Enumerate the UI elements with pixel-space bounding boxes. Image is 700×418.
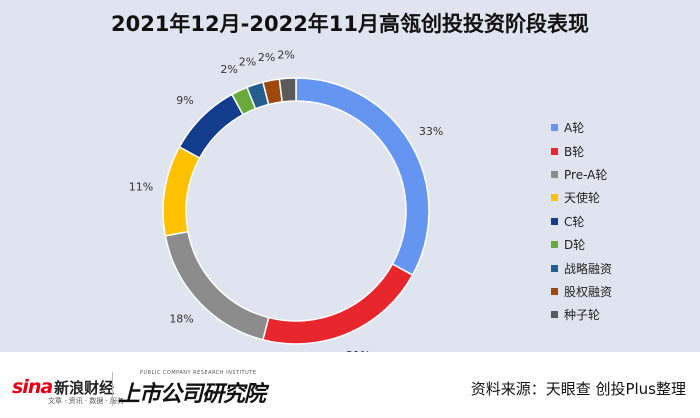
sina-name: 新浪财经	[54, 379, 115, 397]
legend-item-3: 天使轮	[551, 186, 612, 209]
legend-label: A轮	[564, 121, 585, 136]
institute-logo: PUBLIC COMPANY RESEARCH INSTITUTE 上市公司研究…	[118, 370, 266, 408]
legend-item-7: 股权融资	[551, 280, 612, 303]
legend-item-8: 种子轮	[551, 303, 612, 326]
slice-label-0: 33%	[419, 125, 443, 138]
legend-label: D轮	[564, 238, 586, 253]
legend-label: Pre-A轮	[564, 167, 608, 182]
legend-swatch	[551, 264, 558, 272]
donut-slice-1	[262, 262, 414, 345]
legend-swatch	[551, 170, 558, 178]
chart-title: 2021年12月-2022年11月高瓴创投投资阶段表现	[110, 12, 590, 36]
slice-label-4: 9%	[176, 94, 193, 107]
legend-label: B轮	[564, 144, 585, 159]
legend-item-2: Pre-A轮	[551, 163, 612, 186]
slice-label-3: 11%	[129, 180, 153, 193]
legend-label: 战略融资	[564, 261, 613, 276]
legend-label: 天使轮	[564, 191, 601, 206]
legend-item-5: D轮	[551, 233, 612, 256]
footer-divider	[112, 372, 113, 406]
institute-en: PUBLIC COMPANY RESEARCH INSTITUTE	[140, 370, 257, 376]
slice-label-2: 18%	[169, 312, 193, 325]
chart-panel	[0, 0, 700, 352]
legend-swatch	[551, 287, 558, 295]
legend-item-0: A轮	[551, 116, 612, 139]
data-source: 资料来源：天眼查 创投Plus整理	[470, 380, 686, 398]
legend-item-6: 战略融资	[551, 256, 612, 279]
donut-slice-3	[162, 145, 201, 237]
slice-label-7: 2%	[258, 51, 275, 64]
sina-finance-logo: sina 新浪财经 文章 · 资讯 · 数据 · 服务	[12, 376, 124, 405]
footer	[0, 352, 700, 418]
legend-swatch	[551, 217, 558, 225]
donut-slice-8	[278, 77, 297, 103]
legend-swatch	[551, 124, 558, 132]
slice-label-5: 2%	[220, 63, 237, 76]
legend-swatch	[551, 194, 558, 202]
legend-item-1: B轮	[551, 139, 612, 162]
legend-swatch	[551, 147, 558, 155]
chart-legend: A轮 B轮 Pre-A轮 天使轮 C轮 D轮战略融资股权融资种子轮	[551, 116, 612, 327]
slice-label-6: 2%	[239, 56, 256, 69]
legend-label: C轮	[564, 214, 585, 229]
legend-swatch	[551, 241, 558, 249]
legend-label: 种子轮	[564, 308, 601, 323]
sina-subtitle: 文章 · 资讯 · 数据 · 服务	[48, 397, 125, 405]
legend-item-4: C轮	[551, 210, 612, 233]
institute-cn: 上市公司研究院	[118, 381, 266, 407]
slice-label-8: 2%	[277, 48, 294, 61]
donut-chart: 33%21%18%11%9%2%2%2%2%	[129, 48, 444, 352]
donut-slice-0	[295, 77, 430, 277]
legend-label: 股权融资	[564, 284, 613, 299]
legend-swatch	[551, 311, 558, 319]
slice-label-1: 21%	[346, 349, 370, 352]
sina-logo-text: sina	[12, 376, 53, 398]
